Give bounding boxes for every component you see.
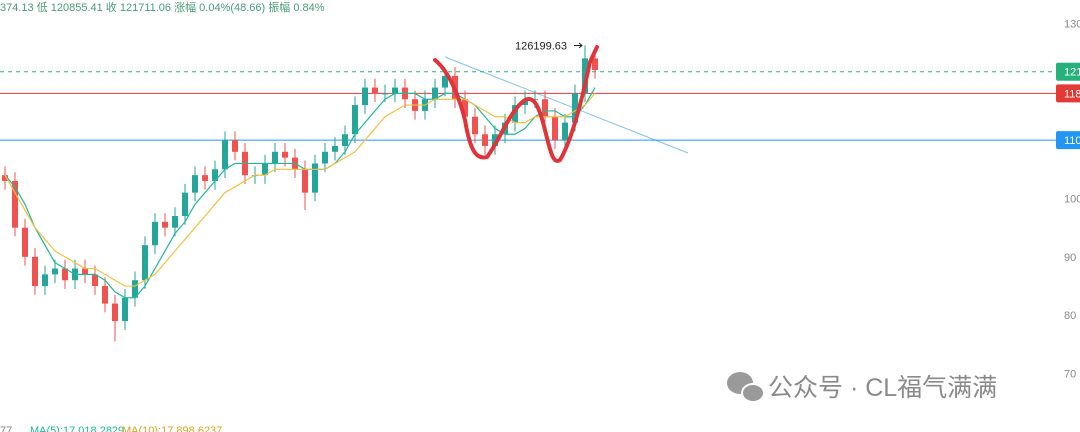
candle-body	[482, 134, 488, 146]
candle-body	[232, 140, 238, 152]
candle-body	[352, 105, 358, 135]
candle-body	[92, 274, 98, 287]
candle-body	[492, 134, 498, 146]
candle-body	[162, 221, 168, 228]
ma-line	[4, 87, 596, 299]
candle-body	[322, 151, 328, 164]
candle-body	[562, 122, 568, 141]
candle-body	[142, 245, 148, 281]
candle-body	[342, 134, 348, 146]
hand-drawn-w	[433, 45, 599, 163]
footer-item: MA(10):17,898.6237	[122, 425, 222, 432]
level-badge	[1056, 84, 1080, 103]
candle-body	[62, 268, 68, 281]
candle-body	[592, 58, 598, 71]
candle-body	[302, 169, 308, 193]
candle-body	[42, 274, 48, 287]
max-annotation: 126199.63	[515, 41, 567, 53]
candle-body	[272, 151, 278, 164]
level-badge	[1056, 62, 1080, 81]
candle-body	[312, 163, 318, 193]
candle-body	[442, 75, 448, 88]
candle-body	[112, 303, 118, 322]
level-badge-label: 110	[1064, 135, 1080, 147]
price-info: 374.13 低 120855.41 收 121711.06 涨幅 0.04%(…	[0, 0, 325, 14]
candle-body	[22, 227, 28, 257]
candle-body	[122, 297, 128, 322]
candle-body	[222, 140, 228, 170]
candle-body	[32, 256, 38, 287]
annotation-arrow	[574, 42, 583, 49]
candle-body	[12, 180, 18, 228]
candle-body	[372, 87, 378, 94]
y-tick-label: 80	[1064, 310, 1076, 322]
ma-line	[4, 93, 596, 287]
candle-body	[392, 87, 398, 94]
candle-body	[382, 93, 388, 95]
candle-body	[262, 163, 268, 176]
candle-body	[572, 93, 578, 123]
candle-body	[172, 216, 178, 228]
candle-body	[152, 221, 158, 246]
candle-body	[182, 192, 188, 216]
candle-body	[282, 151, 288, 158]
candle-body	[132, 280, 138, 298]
watermark: 公众号 · CL福气满满	[727, 372, 997, 403]
y-tick-label: 90	[1064, 252, 1076, 264]
candle-body	[532, 99, 538, 101]
candle-body	[512, 105, 518, 123]
candle-body	[472, 116, 478, 135]
y-tick-label: 130	[1064, 18, 1080, 30]
candle-body	[102, 286, 108, 304]
y-tick-label: 70	[1064, 369, 1076, 381]
candle-body	[362, 87, 368, 106]
candle-body	[542, 99, 548, 117]
footer-item: MA(5):17,018.2829	[30, 425, 124, 432]
candle-body	[552, 116, 558, 141]
candle-body	[202, 175, 208, 181]
candle-body	[432, 87, 438, 100]
candle-body	[52, 268, 58, 275]
candle-body	[2, 175, 8, 181]
candle-body	[332, 145, 338, 152]
level-badge-label: 118	[1064, 88, 1080, 100]
trend-line	[444, 56, 689, 154]
level-badge-label: 121	[1064, 67, 1080, 79]
candle-body	[192, 175, 198, 193]
watermark-text: 公众号 · CL福气满满	[768, 374, 997, 402]
footer-item: 77	[0, 425, 12, 432]
y-tick-label: 100	[1064, 193, 1080, 205]
candle-body	[82, 268, 88, 275]
candle-body	[462, 99, 468, 117]
candle-body	[212, 169, 218, 181]
level-badge	[1056, 131, 1080, 150]
